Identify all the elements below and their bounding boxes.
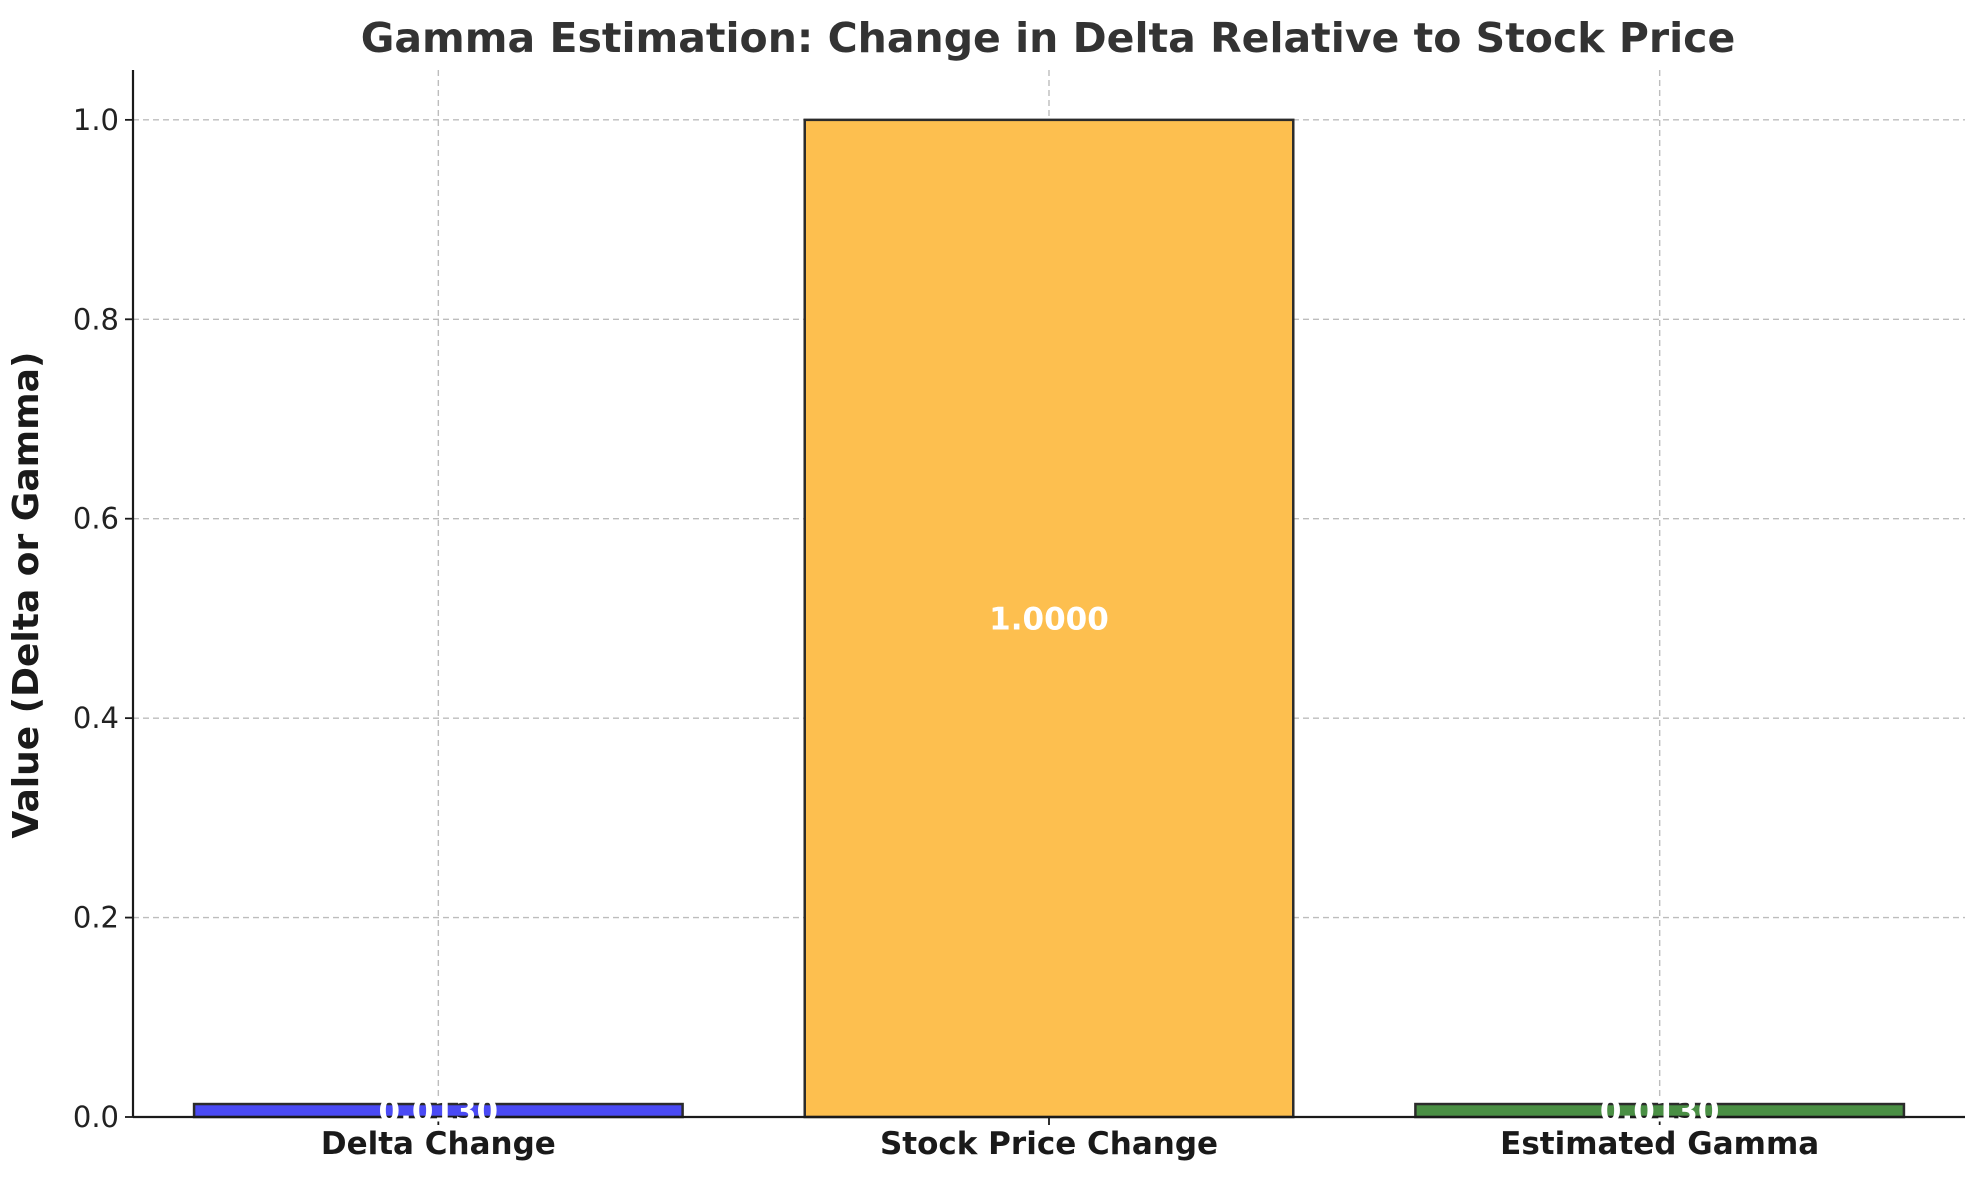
data-label: 1.0000 — [989, 601, 1109, 637]
y-tick-label: 0.8 — [73, 302, 119, 336]
plot-area: 0.0 0.2 0.4 0.6 0.8 1.0 Delta Change Stock Pric… — [73, 70, 1965, 1162]
y-tick-label: 0.4 — [73, 701, 119, 735]
x-tick-label: Stock Price Change — [880, 1126, 1218, 1162]
y-tick-label: 0.6 — [73, 502, 119, 536]
y-tick-label: 0.0 — [73, 1100, 119, 1134]
y-tick-label: 1.0 — [73, 103, 119, 137]
data-label: 0.0130 — [1600, 1094, 1720, 1130]
bar-stock-price-change — [803, 118, 1295, 1119]
x-tick-label: Delta Change — [321, 1126, 556, 1162]
chart-title: Gamma Estimation: Change in Delta Relati… — [361, 14, 1736, 62]
y-axis-label: Value (Delta or Gamma) — [6, 352, 47, 839]
x-tick-label: Estimated Gamma — [1500, 1126, 1819, 1162]
data-label: 0.0130 — [379, 1094, 499, 1130]
y-tick-label: 0.2 — [73, 901, 119, 935]
